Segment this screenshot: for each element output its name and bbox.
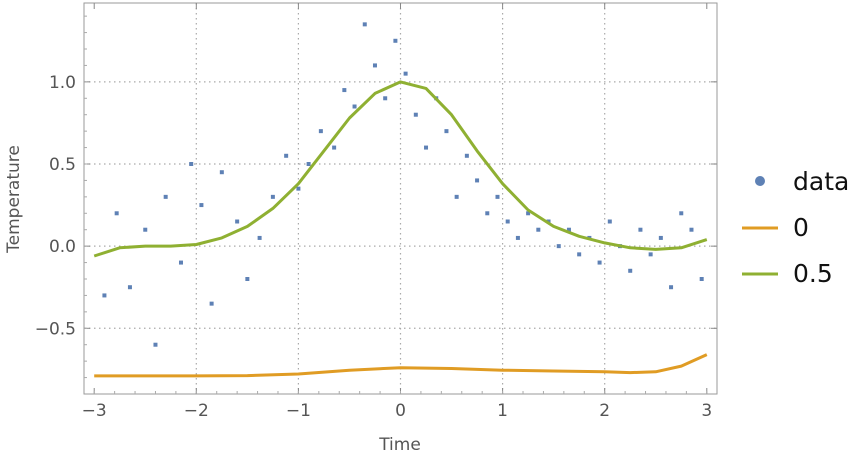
- data-point: [679, 211, 684, 216]
- data-point: [475, 178, 480, 183]
- legend-marker-data: [755, 176, 765, 186]
- data-point: [597, 260, 602, 265]
- legend-label-data: data: [793, 167, 849, 196]
- x-tick-label: 2: [599, 401, 610, 421]
- x-tick-label: 0: [395, 401, 406, 421]
- data-point: [536, 227, 541, 232]
- data-point: [485, 211, 490, 216]
- data-point: [270, 194, 275, 199]
- x-tick-label: −1: [286, 401, 311, 421]
- data-point: [296, 186, 301, 191]
- y-tick-labels: −0.5 0.0 0.5 1.0: [35, 73, 76, 339]
- data-point: [257, 235, 262, 240]
- data-point: [362, 22, 367, 27]
- grid: [84, 3, 717, 394]
- data-point: [658, 235, 663, 240]
- data-point: [102, 293, 107, 298]
- x-tick-label: 1: [497, 401, 508, 421]
- data-point: [143, 227, 148, 232]
- data-point: [638, 227, 643, 232]
- y-tick-label: 0.0: [49, 237, 76, 257]
- axis-ticks: [84, 3, 717, 394]
- y-axis-title: Temperature: [4, 145, 24, 254]
- legend-label-0: 0: [793, 213, 809, 242]
- data-point: [352, 104, 357, 109]
- data-point: [556, 244, 561, 249]
- data-point: [505, 219, 510, 224]
- data-point: [199, 203, 204, 208]
- data-point: [628, 268, 633, 273]
- legend-label-0-5: 0.5: [793, 259, 833, 288]
- data-point: [127, 285, 132, 290]
- data-point: [372, 63, 377, 68]
- data-point: [318, 129, 323, 134]
- data-point: [669, 285, 674, 290]
- data-point: [178, 260, 183, 265]
- series-line-0-5: [93, 80, 708, 258]
- data-point: [495, 194, 500, 199]
- data-point: [699, 277, 704, 281]
- data-point: [235, 219, 240, 224]
- data-point: [284, 153, 289, 158]
- fit-lines: [93, 80, 708, 378]
- data-point: [413, 112, 418, 117]
- y-tick-label: 1.0: [49, 73, 76, 93]
- data-point: [153, 342, 158, 347]
- data-point: [163, 194, 168, 199]
- data-point: [689, 227, 694, 232]
- y-tick-label: −0.5: [35, 319, 76, 339]
- data-points: [102, 22, 704, 347]
- data-point: [332, 145, 337, 150]
- x-axis-title: Time: [378, 435, 421, 455]
- data-point: [526, 211, 531, 216]
- data-point: [245, 277, 250, 281]
- series-line-0: [94, 353, 708, 378]
- data-point: [464, 153, 469, 158]
- legend: data 0 0.5: [742, 167, 849, 288]
- data-point: [577, 252, 582, 257]
- data-point: [444, 129, 449, 134]
- data-point: [306, 162, 311, 166]
- x-tick-label: −2: [184, 401, 209, 421]
- y-tick-label: 0.5: [49, 155, 76, 175]
- data-point: [219, 170, 224, 175]
- data-point: [342, 88, 347, 93]
- data-point: [114, 211, 119, 216]
- data-point: [393, 38, 398, 43]
- data-point: [566, 227, 571, 232]
- x-tick-label: 3: [701, 401, 712, 421]
- data-point: [403, 71, 408, 76]
- data-point: [515, 235, 520, 240]
- data-point: [209, 301, 214, 306]
- data-point: [648, 252, 653, 257]
- data-point: [454, 194, 459, 199]
- x-tick-label: −3: [82, 401, 107, 421]
- data-point: [607, 219, 612, 224]
- x-tick-labels: −3 −2 −1 0 1 2 3: [82, 401, 713, 421]
- data-point: [189, 162, 194, 166]
- data-point: [383, 96, 388, 101]
- data-point: [424, 145, 429, 150]
